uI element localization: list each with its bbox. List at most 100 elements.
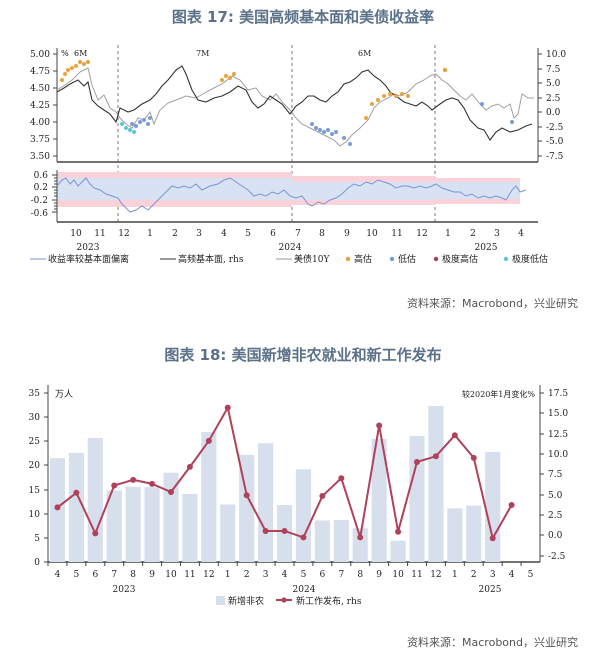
left-unit: 万人 <box>55 389 73 400</box>
svg-text:2024: 2024 <box>293 585 316 595</box>
figure18-title: 图表 18: 美国新增非农就业和新工作发布 <box>164 346 442 364</box>
svg-text:2024: 2024 <box>279 243 302 253</box>
svg-text:2: 2 <box>470 229 476 239</box>
svg-text:12: 12 <box>203 570 214 580</box>
svg-text:3: 3 <box>490 570 496 580</box>
svg-text:3.75: 3.75 <box>30 135 50 145</box>
figure17-chart: 5.00 4.75 4.50 4.25 4.00 3.75 3.50 10.0 … <box>30 45 566 265</box>
right-unit: 较2020年1月变化% <box>462 389 535 399</box>
svg-text:9: 9 <box>149 570 155 580</box>
deviation-line <box>56 177 527 213</box>
top-right-axis: 10.0 7.5 5.0 2.5 0.0 -2.5 -5.0 -7.5 <box>538 50 566 162</box>
svg-text:2023: 2023 <box>77 243 100 253</box>
svg-text:15.0: 15.0 <box>548 409 568 419</box>
svg-text:2: 2 <box>244 570 250 580</box>
svg-text:6: 6 <box>320 570 326 580</box>
figure18-left-axis: 35 30 25 20 15 10 5 0 <box>29 389 48 568</box>
figure17-x-axis: 10 11 12 1 2 3 4 5 6 7 8 9 10 11 12 1 2 … <box>70 229 524 253</box>
svg-text:高频基本面, rhs: 高频基本面, rhs <box>178 253 244 265</box>
svg-text:4.00: 4.00 <box>30 118 50 128</box>
svg-text:1: 1 <box>225 570 231 580</box>
us10y-line <box>56 67 534 147</box>
fundamentals-line <box>56 65 533 141</box>
svg-text:新工作发布, rhs: 新工作发布, rhs <box>296 595 362 607</box>
figure17-title: 图表 17: 美国高频基本面和美债收益率 <box>171 8 435 26</box>
svg-text:10: 10 <box>366 229 378 239</box>
svg-text:10: 10 <box>29 510 41 520</box>
svg-text:极度高估: 极度高估 <box>442 253 478 265</box>
figure18-right-axis: 17.5 15.0 12.5 10.0 7.5 5.0 2.5 0.0 -2.5 <box>540 389 568 562</box>
svg-text:10: 10 <box>165 570 177 580</box>
svg-text:5: 5 <box>34 534 40 544</box>
svg-text:12: 12 <box>430 570 441 580</box>
svg-text:5: 5 <box>528 570 534 580</box>
svg-text:8: 8 <box>357 570 363 580</box>
svg-text:10: 10 <box>70 229 82 239</box>
svg-text:1: 1 <box>147 229 153 239</box>
svg-text:20: 20 <box>29 461 41 471</box>
svg-text:11: 11 <box>94 229 105 239</box>
svg-text:11: 11 <box>411 570 422 580</box>
extreme-undervalued-dots <box>120 122 136 134</box>
svg-text:2025: 2025 <box>479 585 502 595</box>
svg-text:-7.5: -7.5 <box>546 152 564 162</box>
svg-text:1: 1 <box>445 229 451 239</box>
svg-text:0: 0 <box>34 558 40 568</box>
svg-text:2: 2 <box>471 570 477 580</box>
svg-text:6: 6 <box>270 229 276 239</box>
figure18-legend: 新增非农 新工作发布, rhs <box>216 595 362 607</box>
svg-text:新增非农: 新增非农 <box>228 595 264 607</box>
svg-text:2: 2 <box>172 229 178 239</box>
svg-text:0.0: 0.0 <box>548 531 563 541</box>
svg-text:4: 4 <box>518 229 524 239</box>
svg-text:5: 5 <box>301 570 307 580</box>
overvalued-dots <box>60 60 448 120</box>
svg-text:4: 4 <box>55 570 61 580</box>
svg-text:4: 4 <box>221 229 227 239</box>
svg-text:5: 5 <box>74 570 80 580</box>
svg-text:10: 10 <box>392 570 404 580</box>
svg-text:2023: 2023 <box>113 585 136 595</box>
svg-text:美债10Y: 美债10Y <box>294 253 330 265</box>
svg-text:11: 11 <box>391 229 402 239</box>
svg-text:-0.6: -0.6 <box>31 209 49 219</box>
svg-text:4.75: 4.75 <box>30 67 50 77</box>
svg-text:10.0: 10.0 <box>546 50 566 60</box>
svg-text:9: 9 <box>344 229 350 239</box>
svg-text:30: 30 <box>29 413 41 423</box>
svg-text:3: 3 <box>196 229 202 239</box>
svg-text:-5.0: -5.0 <box>546 137 564 147</box>
svg-text:7.5: 7.5 <box>548 470 563 480</box>
svg-text:7.5: 7.5 <box>546 65 561 75</box>
svg-text:3: 3 <box>263 570 269 580</box>
bottom-left-axis: 0.6 0.2 -0.2 -0.6 <box>31 171 49 219</box>
svg-text:12.5: 12.5 <box>548 430 568 440</box>
svg-text:17.5: 17.5 <box>548 389 568 399</box>
svg-text:25: 25 <box>29 437 41 447</box>
svg-text:-0.2: -0.2 <box>31 196 48 206</box>
svg-text:5.0: 5.0 <box>546 79 561 89</box>
svg-text:15: 15 <box>29 486 41 496</box>
svg-text:6M: 6M <box>358 49 371 58</box>
figure18-chart: 35 30 25 20 15 10 5 0 17.5 15.0 12.5 10.… <box>29 385 568 607</box>
svg-text:1: 1 <box>452 570 458 580</box>
svg-text:9: 9 <box>376 570 382 580</box>
svg-text:2025: 2025 <box>475 243 498 253</box>
svg-text:2.5: 2.5 <box>546 94 561 104</box>
svg-text:5: 5 <box>245 229 251 239</box>
svg-text:12: 12 <box>416 229 427 239</box>
svg-text:-2.5: -2.5 <box>546 123 564 133</box>
svg-text:收益率较基本面偏离: 收益率较基本面偏离 <box>48 253 129 265</box>
svg-text:8: 8 <box>130 570 136 580</box>
svg-text:4: 4 <box>282 570 288 580</box>
svg-text:12: 12 <box>118 229 129 239</box>
svg-text:2.5: 2.5 <box>548 511 563 521</box>
nonfarm-bars <box>49 406 501 562</box>
top-unit: % <box>61 49 69 58</box>
svg-text:3.50: 3.50 <box>30 152 50 162</box>
svg-text:11: 11 <box>184 570 195 580</box>
svg-text:10.0: 10.0 <box>548 450 568 460</box>
svg-text:极度低估: 极度低估 <box>512 253 548 265</box>
figure18-source: 资料来源：Macrobond，兴业研究 <box>407 636 578 649</box>
svg-text:5.00: 5.00 <box>30 50 50 60</box>
